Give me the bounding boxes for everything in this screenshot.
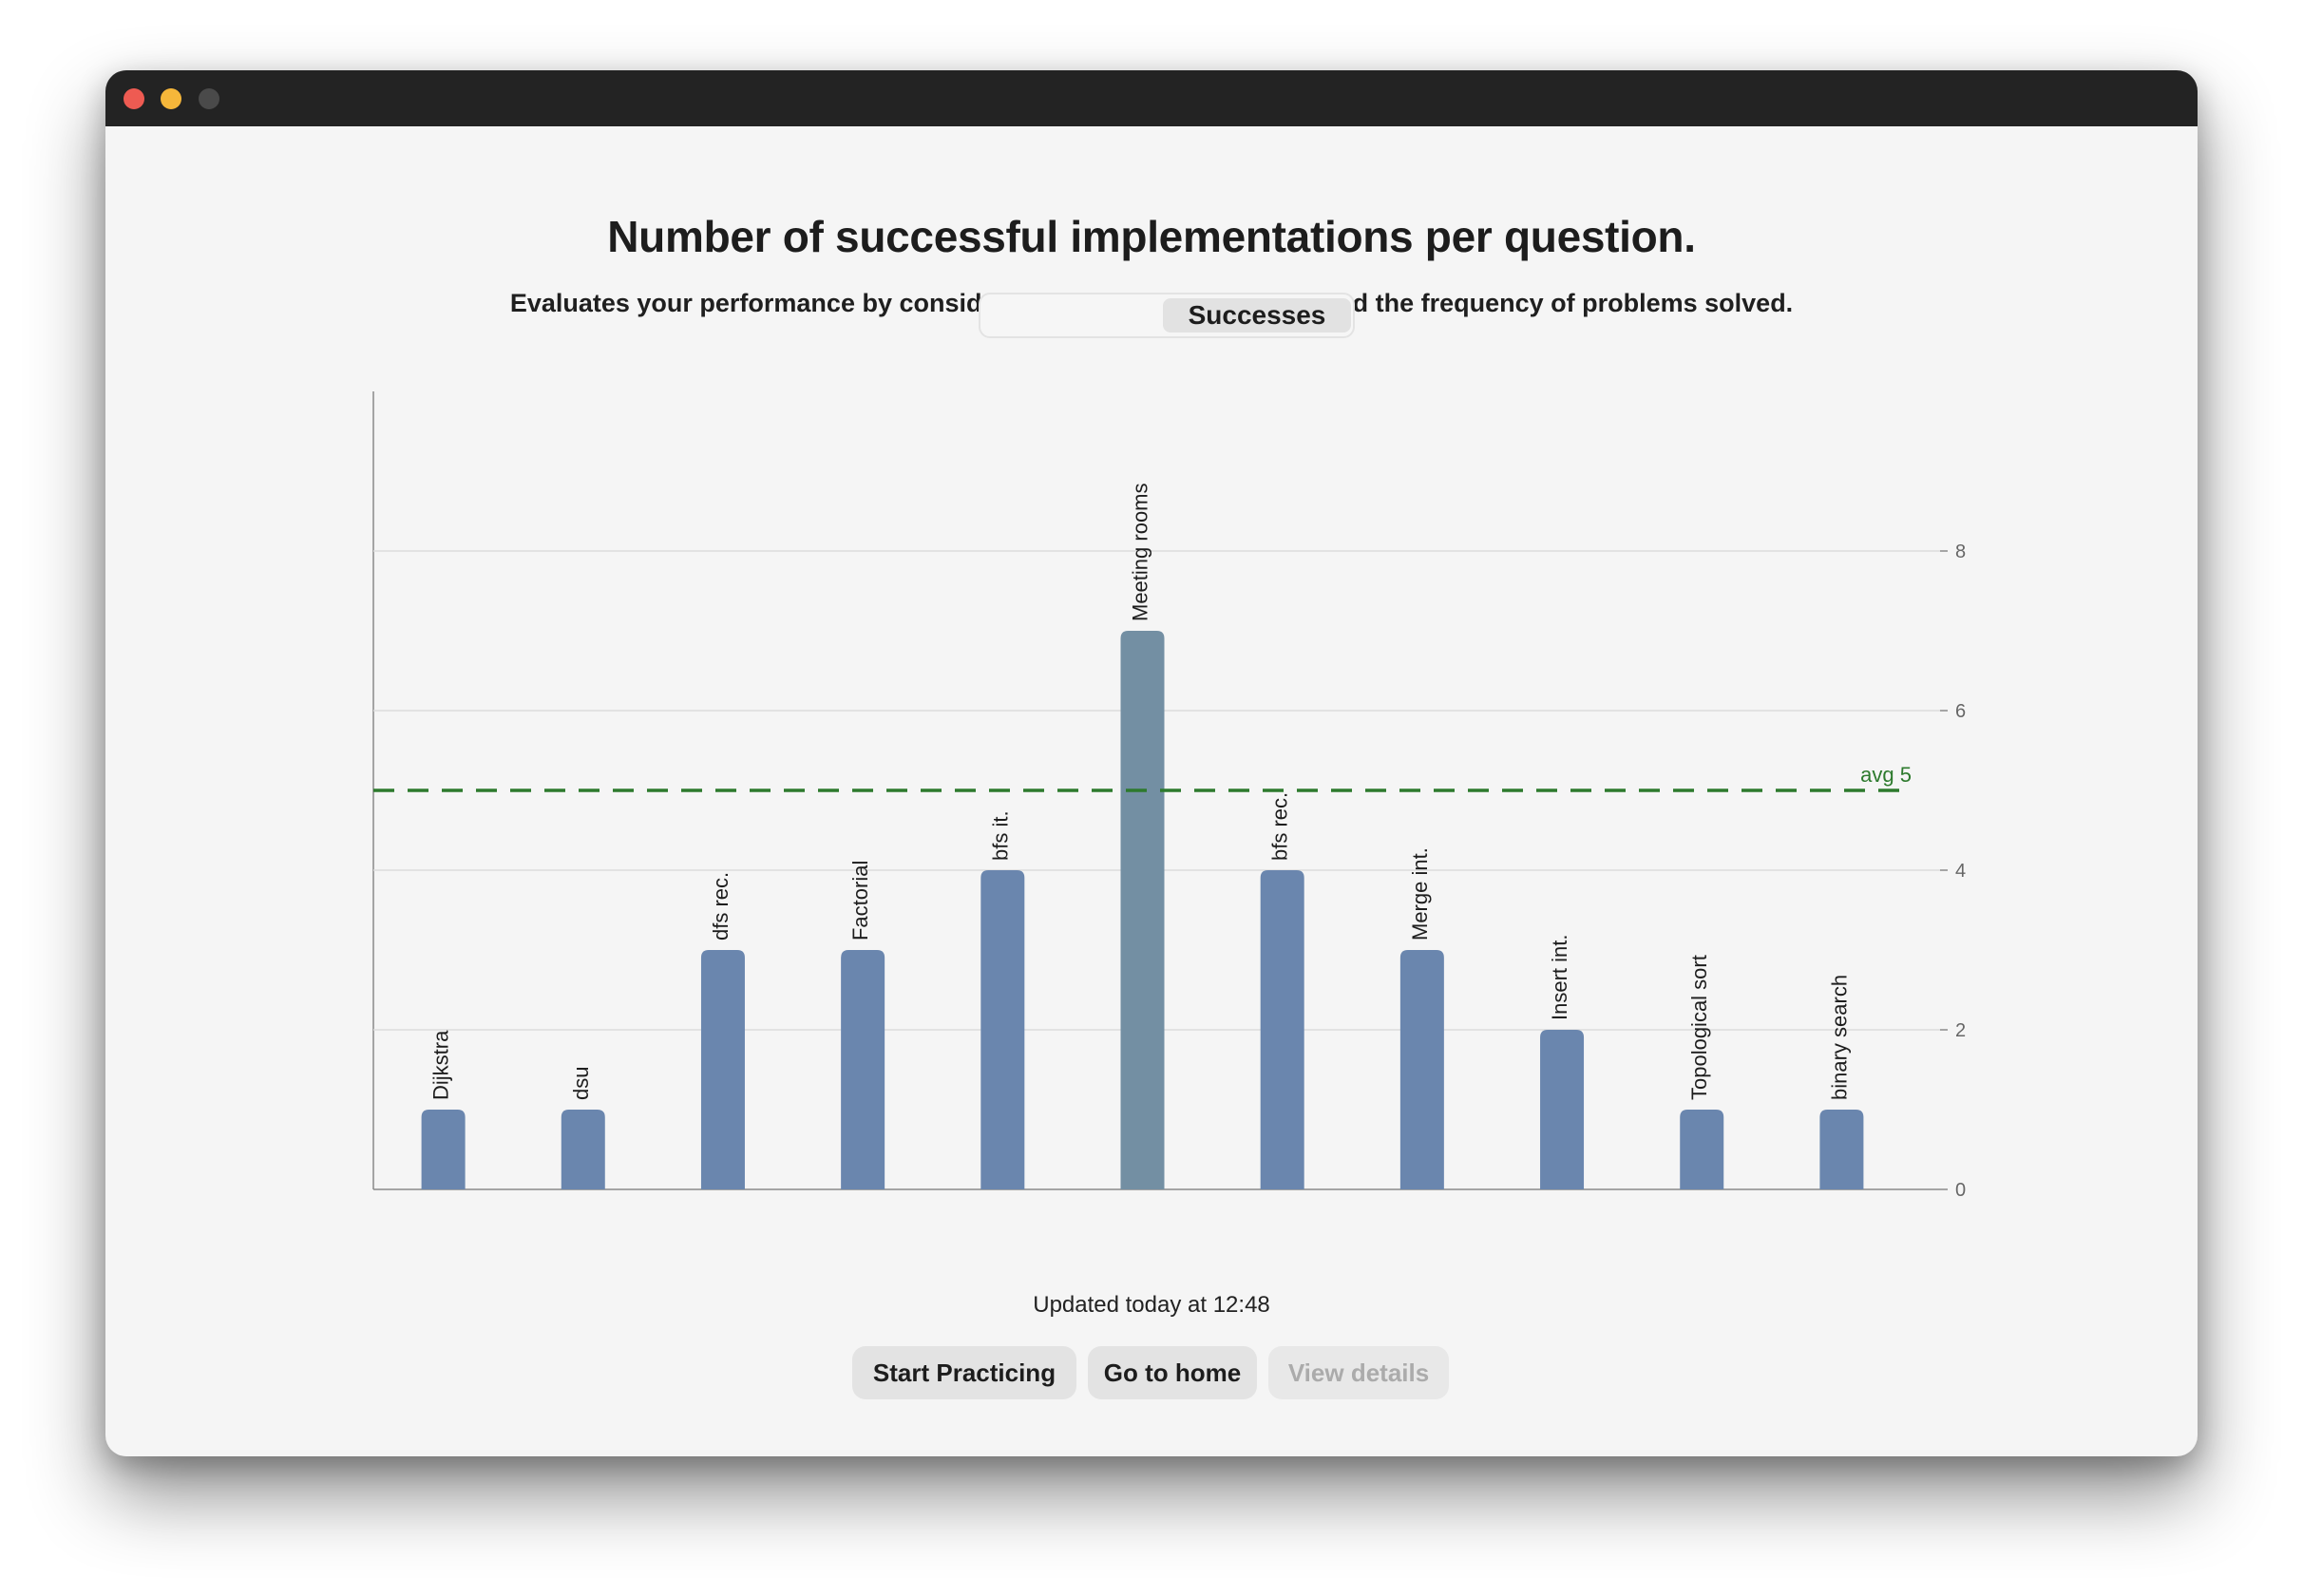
page-title: Number of successful implementations per… — [607, 212, 1696, 261]
maximize-window-button[interactable] — [199, 88, 219, 109]
bar-binary-search[interactable] — [1819, 1110, 1864, 1189]
bar-dsu[interactable] — [561, 1110, 605, 1189]
bar-label: bfs rec. — [1268, 792, 1292, 861]
bar-label: binary search — [1827, 975, 1851, 1100]
successes-bar-chart: 0 2 4 6 8 avg 5 Dijkstra dsu dfs rec. Factorial… — [372, 391, 1966, 1201]
view-details-button[interactable]: View details — [1268, 1346, 1449, 1399]
average-label: avg 5 — [1860, 763, 1912, 787]
y-tick-label: 8 — [1955, 542, 1966, 562]
bars — [421, 631, 1864, 1189]
bar-bfs-rec[interactable] — [1260, 870, 1304, 1189]
bar-label: Meeting rooms — [1129, 483, 1152, 621]
metric-segmented-control: Successes — [979, 293, 1355, 338]
bar-dfs-rec[interactable] — [700, 950, 745, 1189]
bar-label: Factorial — [848, 861, 872, 940]
updated-timestamp: Updated today at 12:48 — [1033, 1292, 1270, 1318]
bar-bfs-it[interactable] — [980, 870, 1025, 1189]
y-tick-label: 2 — [1955, 1020, 1966, 1041]
segment-option-successes[interactable]: Successes — [1163, 298, 1351, 332]
bar-meeting-rooms[interactable] — [1120, 631, 1165, 1189]
bar-insert-int[interactable] — [1540, 1030, 1585, 1189]
bar-label: bfs it. — [988, 810, 1012, 861]
app-window: Number of successful implementations per… — [105, 70, 2198, 1456]
start-practicing-button[interactable]: Start Practicing — [852, 1346, 1076, 1399]
bar-topological-sort[interactable] — [1680, 1110, 1724, 1189]
bar-label: Topological sort — [1687, 955, 1711, 1100]
bar-dijkstra[interactable] — [421, 1110, 466, 1189]
bar-label: Dijkstra — [429, 1030, 453, 1100]
y-tick-label: 0 — [1955, 1180, 1966, 1201]
bar-factorial[interactable] — [841, 950, 885, 1189]
average-line-group: avg 5 — [373, 763, 1912, 792]
bar-label: dfs rec. — [709, 872, 733, 940]
grid-lines: 0 2 4 6 8 — [372, 391, 1966, 1201]
y-tick-label: 4 — [1955, 861, 1966, 882]
bar-label: Insert int. — [1548, 935, 1571, 1020]
go-to-home-button[interactable]: Go to home — [1088, 1346, 1257, 1399]
bar-label: Merge int. — [1408, 847, 1432, 940]
title-bar — [105, 70, 2198, 126]
close-window-button[interactable] — [124, 88, 144, 109]
y-tick-label: 6 — [1955, 701, 1966, 722]
bar-label: dsu — [569, 1067, 593, 1100]
bar-labels: Dijkstra dsu dfs rec. Factorial bfs it. Meeti… — [429, 483, 1852, 1100]
minimize-window-button[interactable] — [161, 88, 181, 109]
bar-merge-int[interactable] — [1399, 950, 1444, 1189]
